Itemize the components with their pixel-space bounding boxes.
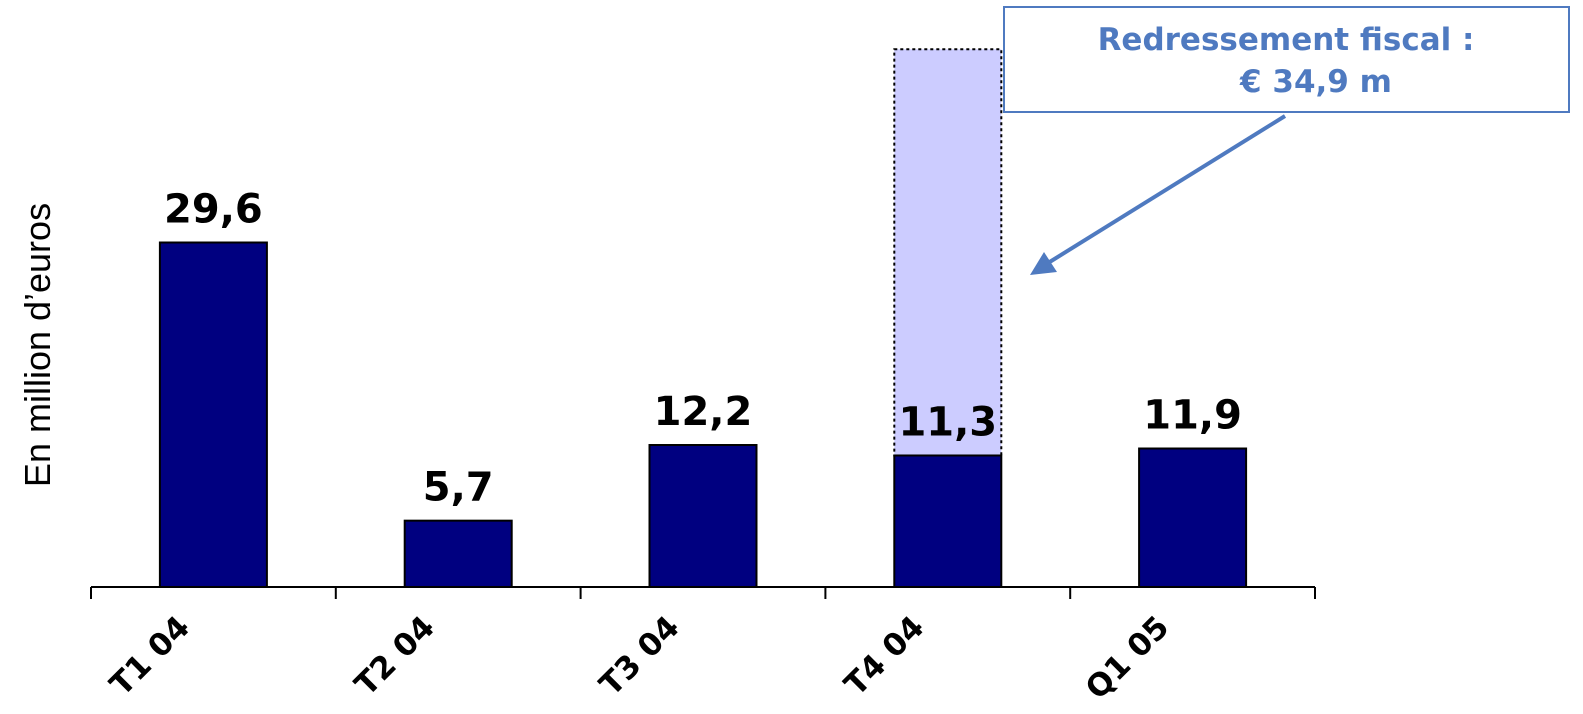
x-tick-label-t3-04: T3 04 (593, 609, 687, 703)
data-label-t3-04: 12,2 (654, 389, 753, 435)
x-tick-labels: T1 04 T2 04 T3 04 T4 04 Q1 05 (103, 609, 1176, 706)
annotation-arrowhead (1030, 252, 1057, 275)
annotation-line-1: Redressement fiscal : (1098, 22, 1475, 58)
data-label-t2-04: 5,7 (423, 465, 494, 511)
annotation-line-2: € 34,9 m (1239, 64, 1392, 100)
bar-t1-04 (158, 241, 268, 588)
x-tick-label-q1-05: Q1 05 (1079, 609, 1176, 706)
bar-t4-04 (893, 454, 1003, 589)
bar-t3-04 (648, 444, 758, 588)
data-labels: 29,6 5,7 12,2 11,3 11,9 (164, 187, 1242, 511)
bars (158, 48, 1248, 589)
bar-t2-04 (403, 519, 513, 588)
annotation-box (1003, 6, 1570, 113)
x-tick-label-t2-04: T2 04 (348, 609, 442, 703)
x-tick-label-t1-04: T1 04 (103, 609, 197, 703)
x-tick-label-t4-04: T4 04 (838, 609, 932, 703)
bar-q1-05 (1138, 447, 1248, 588)
bar-extra-t4-04 (893, 48, 1003, 457)
x-ticks (90, 587, 1316, 599)
data-label-t1-04: 29,6 (164, 187, 263, 233)
data-label-q1-05: 11,9 (1143, 393, 1242, 439)
annotation-callout: Redressement fiscal : € 34,9 m (1003, 6, 1570, 275)
data-label-t4-04: 11,3 (898, 399, 997, 445)
y-axis-label: En million d’euros (17, 203, 58, 487)
annotation-arrow (1046, 114, 1287, 265)
